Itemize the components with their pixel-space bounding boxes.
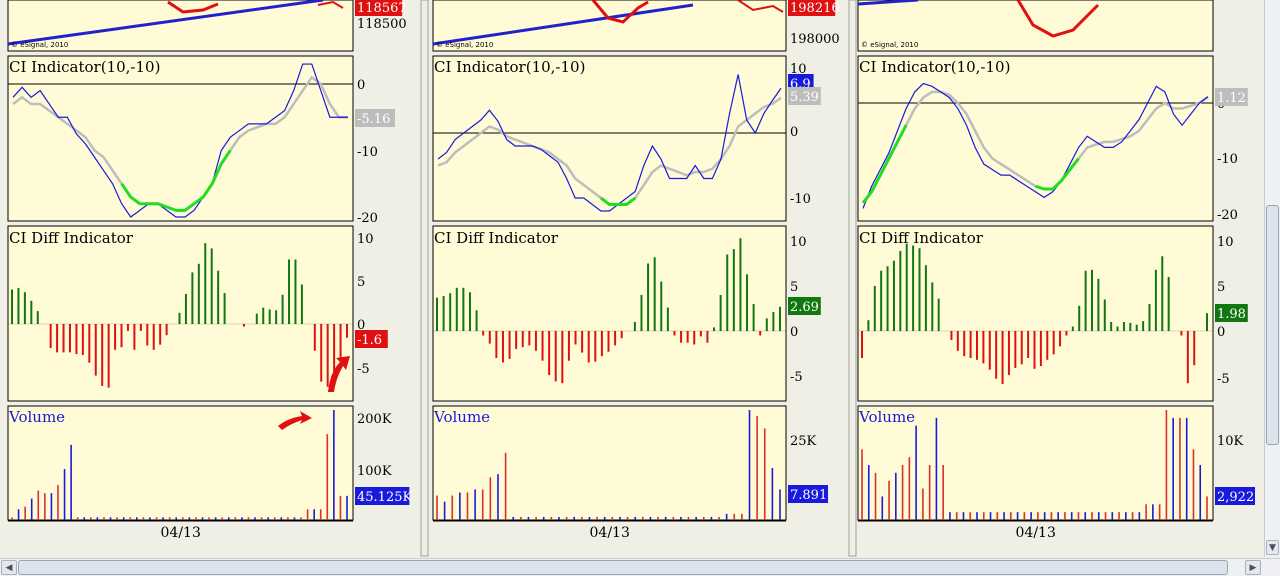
column-2-ci-highlight-0 bbox=[600, 196, 637, 206]
column-3-price-line-down bbox=[1016, 0, 1100, 38]
column-1-diff-tick-10: 10 bbox=[357, 232, 374, 247]
column-3-volume-title: Volume bbox=[858, 408, 915, 426]
column-separator-2 bbox=[848, 0, 857, 557]
column-1-diff-tick--5: -5 bbox=[357, 362, 370, 377]
column-2-ci-pane bbox=[432, 55, 787, 222]
column-1-diff-tick-0: 0 bbox=[357, 318, 365, 333]
column-2-vol-pane bbox=[432, 405, 787, 521]
column-2-price-line-down bbox=[591, 0, 649, 24]
column-1-ci-pane bbox=[7, 55, 354, 222]
column-3-diff-tick-0: 0 bbox=[1217, 325, 1225, 340]
column-3-volume-current: 2,922 bbox=[1217, 490, 1254, 505]
column-2-volume-tick-25K: 25K bbox=[790, 434, 817, 449]
column-2-volume-current: 7.891 bbox=[790, 488, 827, 503]
column-3-diff-tick-5: 5 bbox=[1217, 280, 1225, 295]
column-1-price-line-recent bbox=[317, 0, 344, 9]
column-3-diff-pane bbox=[857, 225, 1214, 402]
column-3-ci-title: CI Indicator(10,-10) bbox=[859, 58, 1010, 76]
column-2-price-pane bbox=[432, 0, 787, 52]
column-3-diff-tick-10: 10 bbox=[1217, 235, 1234, 250]
column-2-diff-tick--5: -5 bbox=[790, 370, 803, 385]
column-2-price-current: 198216 bbox=[790, 1, 840, 16]
column-1-volume-current-bg bbox=[355, 487, 410, 505]
column-1-price-pane bbox=[7, 0, 354, 52]
column-3-ci-current-b-bg bbox=[1215, 88, 1248, 106]
column-2-diff-current: 2.69 bbox=[790, 300, 819, 315]
column-1-diff-current-bg bbox=[355, 330, 388, 348]
column-3-volume-tick-10K: 10K bbox=[1217, 434, 1244, 449]
column-1-date-label: 04/13 bbox=[161, 525, 201, 541]
column-2-ci-tick-10: 10 bbox=[790, 62, 807, 77]
column-2-ci-line bbox=[437, 74, 782, 212]
column-2-volume-title: Volume bbox=[433, 408, 490, 426]
column-1-price-tick: 118500 bbox=[357, 17, 407, 32]
column-3-diff-current: 1.98 bbox=[1217, 307, 1246, 322]
column-1-diff-tick-5: 5 bbox=[357, 275, 365, 290]
vertical-scrollbar[interactable]: ▼ bbox=[1264, 0, 1280, 557]
column-2-price-line-up bbox=[432, 3, 694, 46]
column-2-price-line-recent bbox=[737, 0, 784, 13]
column-1-vol-pane bbox=[7, 405, 354, 521]
column-3-ci-line bbox=[862, 82, 1209, 209]
column-1-diff-title: CI Diff Indicator bbox=[9, 229, 134, 247]
column-1-diff-current: -1.6 bbox=[357, 333, 382, 348]
column-3-ci-tick--10: -10 bbox=[1217, 152, 1238, 167]
column-3-vol-pane bbox=[857, 405, 1214, 521]
column-3-date-label: 04/13 bbox=[1016, 525, 1056, 541]
scroll-down-button[interactable]: ▼ bbox=[1266, 540, 1279, 555]
column-1-ci-line bbox=[12, 63, 348, 218]
column-1-ci-tick-0: 0 bbox=[357, 78, 365, 93]
column-1-price-line-down bbox=[167, 0, 219, 14]
column-1-price-current: 118567 bbox=[357, 1, 407, 16]
column-1-ci-current: -5.16 bbox=[357, 112, 390, 127]
column-1-ci-current-bg bbox=[355, 109, 395, 127]
column-1-volume-tick-100K: 100K bbox=[357, 464, 392, 479]
column-1-ci-tick--10: -10 bbox=[357, 145, 378, 160]
annotation-arrow-volume bbox=[278, 411, 312, 430]
column-2-diff-tick-5: 5 bbox=[790, 280, 798, 295]
column-2-diff-current-bg bbox=[788, 297, 821, 315]
column-3-ci-current-b: 1.12 bbox=[1217, 91, 1246, 106]
column-1-price-line-up bbox=[7, 0, 324, 46]
column-3-ci-highlight-1 bbox=[1035, 157, 1080, 191]
column-1-volume-current: 45.125K bbox=[357, 490, 412, 505]
column-2-ci-current-b: 5.39 bbox=[790, 90, 819, 105]
column-1-copyright: © eSignal, 2010 bbox=[11, 41, 68, 49]
column-2-diff-tick-10: 10 bbox=[790, 235, 807, 250]
column-3-diff-current-bg bbox=[1215, 304, 1248, 322]
column-2-date-label: 04/13 bbox=[590, 525, 630, 541]
column-2-ci-tick--10: -10 bbox=[790, 192, 811, 207]
column-1-volume-title: Volume bbox=[8, 408, 65, 426]
column-3-ci-highlight-0 bbox=[861, 124, 908, 204]
column-3-volume-current-bg bbox=[1215, 487, 1255, 505]
column-2-diff-title: CI Diff Indicator bbox=[434, 229, 559, 247]
column-1-ci-tick--20: -20 bbox=[357, 211, 378, 226]
column-3-diff-title: CI Diff Indicator bbox=[859, 229, 984, 247]
annotation-arrow-diff bbox=[328, 356, 350, 392]
scroll-left-button[interactable]: ◀ bbox=[1, 560, 17, 575]
vertical-scroll-thumb[interactable] bbox=[1266, 205, 1279, 445]
column-2-price-current-bg bbox=[788, 0, 836, 16]
column-2-price-tick: 198000 bbox=[790, 32, 840, 47]
column-2-copyright: © eSignal, 2010 bbox=[436, 41, 493, 49]
column-1-volume-tick-200K: 200K bbox=[357, 412, 392, 427]
column-1-price-current-bg bbox=[355, 0, 403, 16]
horizontal-scrollbar[interactable]: ◀ ▶ bbox=[0, 558, 1280, 576]
column-3-ci-pane bbox=[857, 55, 1214, 222]
column-separator-1 bbox=[420, 0, 429, 557]
scroll-right-button[interactable]: ▶ bbox=[1245, 560, 1261, 575]
column-1-ci-title: CI Indicator(10,-10) bbox=[9, 58, 160, 76]
column-2-volume-current-bg bbox=[788, 485, 828, 503]
column-3-copyright: © eSignal, 2010 bbox=[861, 41, 918, 49]
column-3-price-line-up bbox=[857, 0, 919, 6]
column-2-ci-tick-0: 0 bbox=[790, 125, 798, 140]
column-3-diff-tick--5: -5 bbox=[1217, 372, 1230, 387]
column-2-diff-tick-0: 0 bbox=[790, 325, 798, 340]
column-2-ci-current-b-bg bbox=[788, 87, 821, 105]
column-3-ci-tick--20: -20 bbox=[1217, 208, 1238, 223]
horizontal-scroll-thumb[interactable] bbox=[18, 560, 1228, 575]
column-2-ci-title: CI Indicator(10,-10) bbox=[434, 58, 585, 76]
column-1-ci-highlight-0 bbox=[120, 149, 232, 212]
